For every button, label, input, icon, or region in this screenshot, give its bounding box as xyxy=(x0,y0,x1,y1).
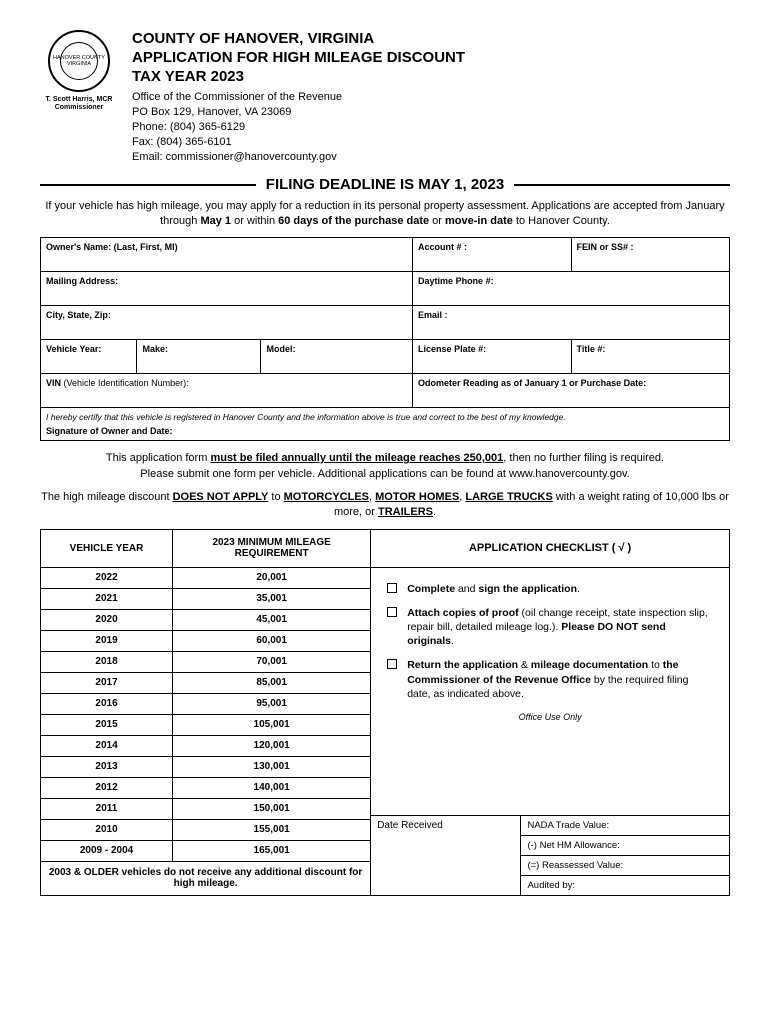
office-use-box: Date Received NADA Trade Value: (-) Net … xyxy=(371,815,729,895)
table-row: 202220,001 xyxy=(41,567,371,588)
col-mileage-req: 2023 MINIMUM MILEAGE REQUIREMENT xyxy=(173,529,371,567)
county-seal: HANOVER COUNTYVIRGINIA xyxy=(48,30,110,92)
field-date-received: Date Received xyxy=(371,816,521,895)
field-audited-by: Audited by: xyxy=(521,876,729,895)
form-header: HANOVER COUNTYVIRGINIA T. Scott Harris, … xyxy=(40,30,730,164)
field-city-state-zip[interactable]: City, State, Zip: xyxy=(41,306,413,340)
mileage-footer-row: 2003 & OLDER vehicles do not receive any… xyxy=(41,861,371,895)
bottom-section: VEHICLE YEAR 2023 MINIMUM MILEAGE REQUIR… xyxy=(40,529,730,896)
table-row: 2011150,001 xyxy=(41,798,371,819)
mileage-requirement-table: VEHICLE YEAR 2023 MINIMUM MILEAGE REQUIR… xyxy=(40,529,371,896)
field-owner-name[interactable]: Owner's Name: (Last, First, MI) xyxy=(41,238,413,272)
field-daytime-phone[interactable]: Daytime Phone #: xyxy=(413,272,730,306)
table-row: 201695,001 xyxy=(41,693,371,714)
table-row: 2010155,001 xyxy=(41,819,371,840)
intro-paragraph: If your vehicle has high mileage, you ma… xyxy=(40,199,730,229)
checkbox-icon[interactable] xyxy=(387,659,397,669)
deadline-text: FILING DEADLINE IS MAY 1, 2023 xyxy=(256,176,514,193)
field-vin[interactable]: VIN (Vehicle Identification Number): xyxy=(41,374,413,408)
field-nada-value: NADA Trade Value: xyxy=(521,816,729,836)
table-row: 2009 - 2004165,001 xyxy=(41,840,371,861)
table-row: 2013130,001 xyxy=(41,756,371,777)
table-row: 202045,001 xyxy=(41,609,371,630)
table-row: 2014120,001 xyxy=(41,735,371,756)
field-make[interactable]: Make: xyxy=(137,340,261,374)
table-row: 202135,001 xyxy=(41,588,371,609)
form-title: COUNTY OF HANOVER, VIRGINIA APPLICATION … xyxy=(132,30,465,86)
field-title-number[interactable]: Title #: xyxy=(571,340,729,374)
exclusion-note: The high mileage discount DOES NOT APPLY… xyxy=(40,490,730,521)
checklist-body: Complete and sign the application. Attac… xyxy=(371,568,729,815)
field-vehicle-year[interactable]: Vehicle Year: xyxy=(41,340,137,374)
deadline-bar: FILING DEADLINE IS MAY 1, 2023 xyxy=(40,176,730,193)
col-vehicle-year: VEHICLE YEAR xyxy=(41,529,173,567)
field-net-hm: (-) Net HM Allowance: xyxy=(521,836,729,856)
field-odometer[interactable]: Odometer Reading as of January 1 or Purc… xyxy=(413,374,730,408)
annual-filing-note: This application form must be filed annu… xyxy=(40,451,730,482)
checkbox-icon[interactable] xyxy=(387,583,397,593)
field-license-plate[interactable]: License Plate #: xyxy=(413,340,571,374)
certification-text: I hereby certify that this vehicle is re… xyxy=(41,408,730,425)
checkbox-icon[interactable] xyxy=(387,607,397,617)
seal-column: HANOVER COUNTYVIRGINIA T. Scott Harris, … xyxy=(40,30,118,113)
table-row: 201870,001 xyxy=(41,651,371,672)
field-fein-ss[interactable]: FEIN or SS# : xyxy=(571,238,729,272)
header-text: COUNTY OF HANOVER, VIRGINIA APPLICATION … xyxy=(132,30,465,164)
checklist-column: APPLICATION CHECKLIST ( √ ) Complete and… xyxy=(371,529,730,896)
commissioner-label: T. Scott Harris, MCR Commissioner xyxy=(46,96,113,113)
field-model[interactable]: Model: xyxy=(261,340,413,374)
field-reassessed: (=) Reassessed Value: xyxy=(521,856,729,876)
checklist-item-return: Return the application & mileage documen… xyxy=(387,658,713,701)
applicant-form-table: Owner's Name: (Last, First, MI) Account … xyxy=(40,237,730,441)
office-info: Office of the Commissioner of the Revenu… xyxy=(132,90,465,164)
checklist-item-attach: Attach copies of proof (oil change recei… xyxy=(387,606,713,649)
seal-text: HANOVER COUNTYVIRGINIA xyxy=(53,55,105,67)
table-row: 201960,001 xyxy=(41,630,371,651)
table-row: 2015105,001 xyxy=(41,714,371,735)
field-email[interactable]: Email : xyxy=(413,306,730,340)
checklist-item-complete: Complete and sign the application. xyxy=(387,582,713,596)
checklist-heading: APPLICATION CHECKLIST ( √ ) xyxy=(371,530,729,568)
office-use-label: Office Use Only xyxy=(387,711,713,723)
field-mailing-address[interactable]: Mailing Address: xyxy=(41,272,413,306)
table-row: 201785,001 xyxy=(41,672,371,693)
field-signature-date[interactable]: Signature of Owner and Date: xyxy=(41,424,730,441)
field-account[interactable]: Account # : xyxy=(413,238,571,272)
table-row: 2012140,001 xyxy=(41,777,371,798)
